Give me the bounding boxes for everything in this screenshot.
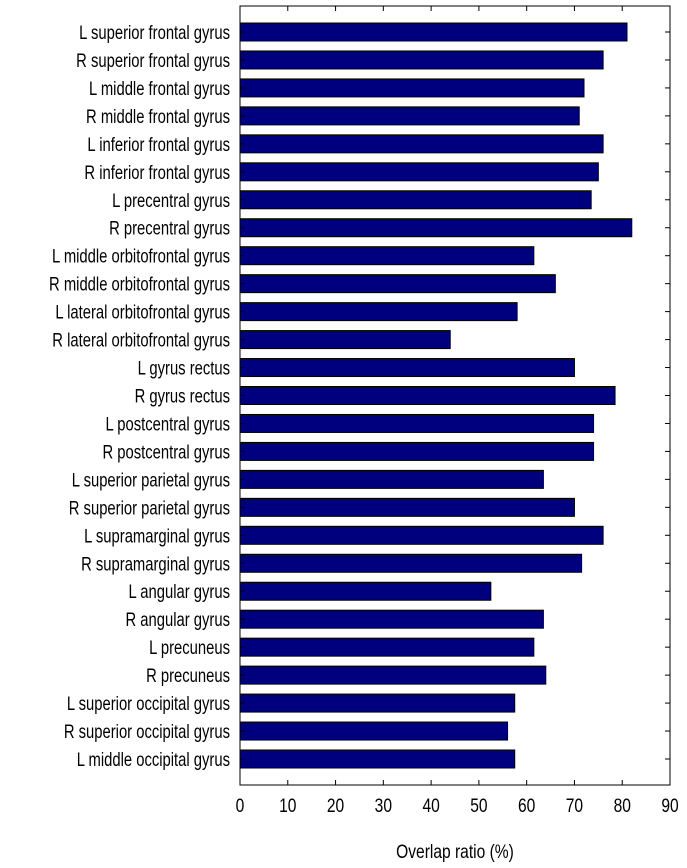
category-label: L supramarginal gyrus (84, 526, 230, 547)
category-label: L middle orbitofrontal gyrus (52, 246, 230, 267)
bar (239, 469, 544, 489)
category-label: R inferior frontal gyrus (84, 162, 230, 183)
category-label: R supramarginal gyrus (81, 554, 230, 575)
bar (239, 134, 604, 154)
bar (239, 274, 556, 294)
x-tick-label: 80 (614, 795, 631, 817)
category-label: L inferior frontal gyrus (87, 134, 230, 155)
bar (239, 441, 595, 461)
category-label: R superior frontal gyrus (76, 50, 230, 71)
bar (239, 162, 599, 182)
category-label: R precuneus (146, 665, 230, 686)
x-tick-label: 70 (566, 795, 583, 817)
category-label: L precentral gyrus (112, 190, 230, 211)
x-tick-label: 0 (236, 795, 245, 817)
bar (239, 106, 580, 126)
x-axis-label: Overlap ratio (%) (396, 841, 514, 863)
category-label: R superior occipital gyrus (64, 721, 230, 742)
bar (239, 721, 509, 741)
bar (239, 665, 547, 685)
bar (239, 190, 592, 210)
category-label: L postcentral gyrus (105, 414, 230, 435)
x-tick-label: 10 (279, 795, 296, 817)
bar (239, 525, 604, 545)
x-tick-label: 20 (327, 795, 344, 817)
x-tick-label: 30 (375, 795, 392, 817)
bar (239, 330, 451, 350)
bar (239, 581, 492, 601)
category-label: R superior parietal gyrus (69, 498, 230, 519)
category-label: L middle frontal gyrus (89, 78, 230, 99)
category-label: L gyrus rectus (138, 358, 230, 379)
bars-group (239, 22, 633, 769)
x-tick-label: 50 (470, 795, 487, 817)
bar (239, 749, 516, 769)
bar (239, 246, 535, 266)
bar (239, 78, 585, 98)
bar (239, 218, 633, 238)
bar (239, 693, 516, 713)
bar (239, 22, 628, 42)
category-label: R middle frontal gyrus (86, 106, 230, 127)
category-label: R lateral orbitofrontal gyrus (52, 330, 230, 351)
category-label: L middle occipital gyrus (77, 749, 230, 770)
bar (239, 637, 535, 657)
bar (239, 609, 544, 629)
x-tick-label: 60 (518, 795, 535, 817)
bar (239, 497, 575, 517)
x-tick-label: 40 (422, 795, 439, 817)
bar (239, 553, 583, 573)
bar (239, 413, 595, 433)
bar (239, 386, 616, 405)
category-label: R postcentral gyrus (102, 442, 230, 463)
category-label: L precuneus (149, 637, 230, 658)
category-label: L superior parietal gyrus (72, 470, 230, 491)
category-label: L angular gyrus (129, 582, 230, 603)
category-labels: L superior frontal gyrus R superior front… (49, 22, 230, 770)
category-label: L lateral orbitofrontal gyrus (55, 302, 230, 323)
bar (239, 358, 575, 378)
x-tick-label: 90 (661, 795, 678, 817)
x-axis-ticks: 0 10 20 30 40 50 60 70 80 90 (236, 6, 679, 816)
plot-frame (239, 5, 671, 786)
bar (239, 302, 518, 322)
bar (239, 50, 604, 70)
category-label: L superior frontal gyrus (79, 22, 230, 43)
category-label: L superior occipital gyrus (67, 693, 230, 714)
category-label: R gyrus rectus (135, 386, 230, 407)
category-label: R precentral gyrus (109, 218, 230, 239)
category-label: R angular gyrus (126, 609, 230, 630)
category-label: R middle orbitofrontal gyrus (49, 274, 230, 295)
